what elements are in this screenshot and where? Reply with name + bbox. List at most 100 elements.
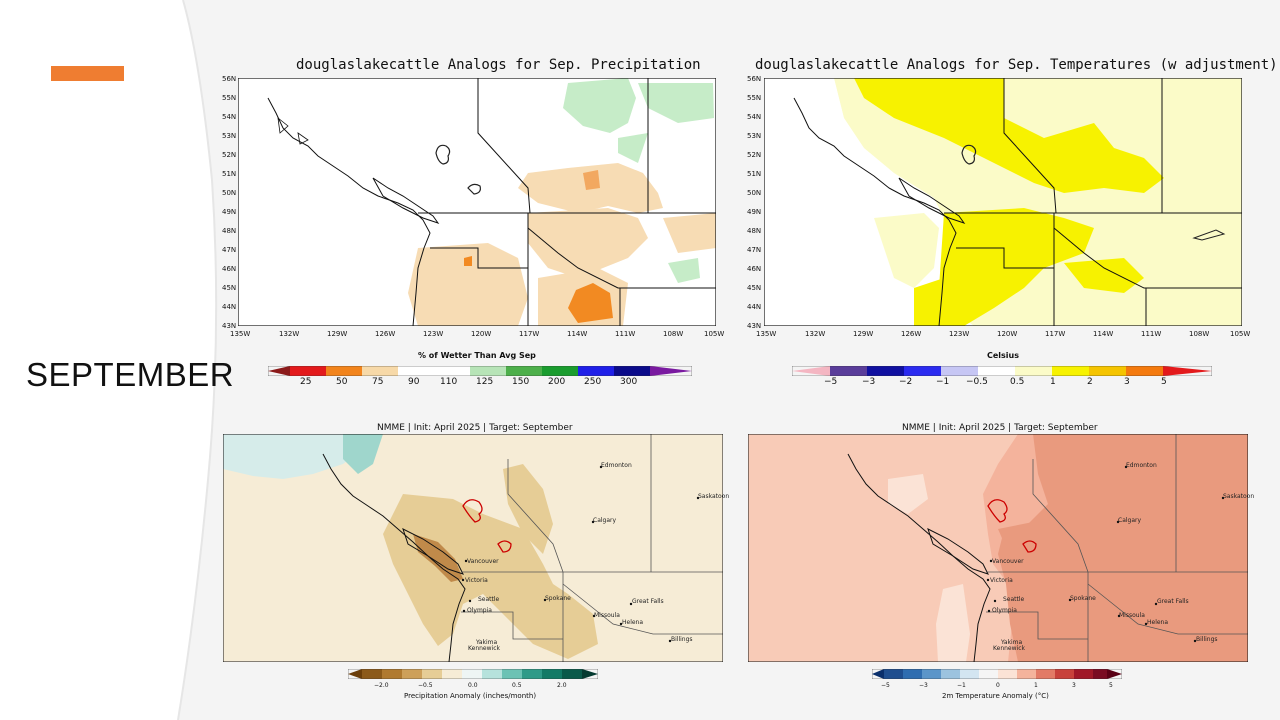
city-label: Missoula: [594, 612, 620, 619]
lat-label: 56N: [222, 75, 237, 83]
lon-label: 120W: [997, 330, 1018, 338]
lat-label: 50N: [222, 189, 237, 197]
lat-label: 47N: [747, 246, 762, 254]
city-label: Kennewick: [468, 645, 500, 652]
lon-label: 129W: [327, 330, 348, 338]
city-label: Edmonton: [601, 462, 632, 469]
lon-label: 111W: [1141, 330, 1162, 338]
nmme-temp-map: [748, 434, 1248, 662]
lat-label: 54N: [747, 113, 762, 121]
precip-analog-title: douglaslakecattle Analogs for Sep. Preci…: [296, 57, 701, 73]
lon-label: 105W: [1230, 330, 1251, 338]
city-label: Yakima: [1001, 639, 1023, 646]
lon-label: 129W: [853, 330, 874, 338]
city-label: Seattle: [1003, 596, 1025, 603]
city-label: Seattle: [478, 596, 500, 603]
city-label: Calgary: [1118, 517, 1142, 524]
lat-label: 46N: [222, 265, 237, 273]
lon-label: 114W: [1093, 330, 1114, 338]
city-label: Kennewick: [993, 645, 1025, 652]
colorbar-tick: 150: [512, 377, 530, 387]
colorbar-tick: 2.0: [557, 682, 567, 689]
city-label: Vancouver: [992, 558, 1024, 565]
colorbar-tick: 3: [1072, 682, 1076, 689]
lon-label: 114W: [567, 330, 588, 338]
lon-label: 111W: [615, 330, 636, 338]
colorbar-tick: 75: [372, 377, 384, 387]
nmme-precip-title: NMME | Init: April 2025 | Target: Septem…: [377, 423, 573, 433]
nmme-precip-map: [223, 434, 723, 662]
city-label: Edmonton: [1126, 462, 1157, 469]
lat-label: 56N: [747, 75, 762, 83]
colorbar-tick: 125: [476, 377, 494, 387]
city-label: Helena: [1147, 619, 1169, 626]
city-label: Spokane: [545, 595, 571, 602]
lon-label: 126W: [901, 330, 922, 338]
city-label: Saskatoon: [698, 493, 730, 500]
lat-label: 48N: [222, 227, 237, 235]
colorbar-tick: −5: [824, 377, 838, 387]
nmme-temp-title: NMME | Init: April 2025 | Target: Septem…: [902, 423, 1098, 433]
colorbar-tick: 0.5: [512, 682, 522, 689]
city-label: Billings: [1196, 636, 1218, 643]
lat-label: 51N: [747, 170, 762, 178]
section-title: SEPTEMBER: [26, 356, 235, 393]
city-label: Olympia: [992, 607, 1017, 614]
city-label: Spokane: [1070, 595, 1096, 602]
accent-bar: [51, 66, 124, 81]
precip-colorbar: [268, 366, 692, 376]
colorbar-tick: −0.5: [966, 377, 988, 387]
colorbar-tick: 25: [300, 377, 312, 387]
city-label: Saskatoon: [1223, 493, 1255, 500]
city-label: Billings: [671, 636, 693, 643]
city-label: Calgary: [593, 517, 617, 524]
lat-label: 45N: [222, 284, 237, 292]
lat-label: 44N: [747, 303, 762, 311]
nmme-precip-colorbar-title: Precipitation Anomaly (inches/month): [404, 692, 537, 700]
lon-label: 135W: [756, 330, 777, 338]
lon-label: 117W: [1045, 330, 1066, 338]
colorbar-tick: 200: [548, 377, 566, 387]
city-label: Vancouver: [467, 558, 499, 565]
city-label: Victoria: [990, 577, 1013, 584]
city-label: Missoula: [1119, 612, 1145, 619]
lat-label: 54N: [222, 113, 237, 121]
colorbar-tick: 1: [1034, 682, 1038, 689]
lon-label: 123W: [423, 330, 444, 338]
lat-label: 50N: [747, 189, 762, 197]
lon-label: 117W: [519, 330, 540, 338]
lon-label: 126W: [375, 330, 396, 338]
colorbar-tick: 110: [440, 377, 458, 387]
lat-label: 47N: [222, 246, 237, 254]
lon-label: 123W: [949, 330, 970, 338]
precip-colorbar-title: % of Wetter Than Avg Sep: [418, 351, 536, 360]
lat-label: 43N: [222, 322, 237, 330]
city-label: Great Falls: [632, 598, 664, 605]
colorbar-tick: 0.5: [1010, 377, 1025, 387]
lat-label: 53N: [747, 132, 762, 140]
colorbar-tick: −3: [862, 377, 876, 387]
colorbar-tick: 90: [408, 377, 420, 387]
lat-label: 55N: [747, 94, 762, 102]
nmme-precip-colorbar: [348, 669, 598, 679]
lat-label: 45N: [747, 284, 762, 292]
lon-label: 108W: [1189, 330, 1210, 338]
colorbar-tick: 3: [1124, 377, 1130, 387]
lon-label: 108W: [663, 330, 684, 338]
lon-label: 120W: [471, 330, 492, 338]
colorbar-tick: 2: [1087, 377, 1093, 387]
colorbar-tick: −1: [957, 682, 966, 689]
nmme-temp-colorbar: [872, 669, 1122, 679]
city-label: Victoria: [465, 577, 488, 584]
colorbar-tick: 50: [336, 377, 348, 387]
lat-label: 51N: [222, 170, 237, 178]
colorbar-tick: −3: [919, 682, 928, 689]
lon-label: 132W: [279, 330, 300, 338]
lon-label: 132W: [805, 330, 826, 338]
colorbar-tick: 1: [1050, 377, 1056, 387]
lat-label: 55N: [222, 94, 237, 102]
colorbar-tick: −2: [899, 377, 913, 387]
temp-analog-map: [764, 78, 1242, 326]
city-label: Great Falls: [1157, 598, 1189, 605]
lat-label: 49N: [222, 208, 237, 216]
